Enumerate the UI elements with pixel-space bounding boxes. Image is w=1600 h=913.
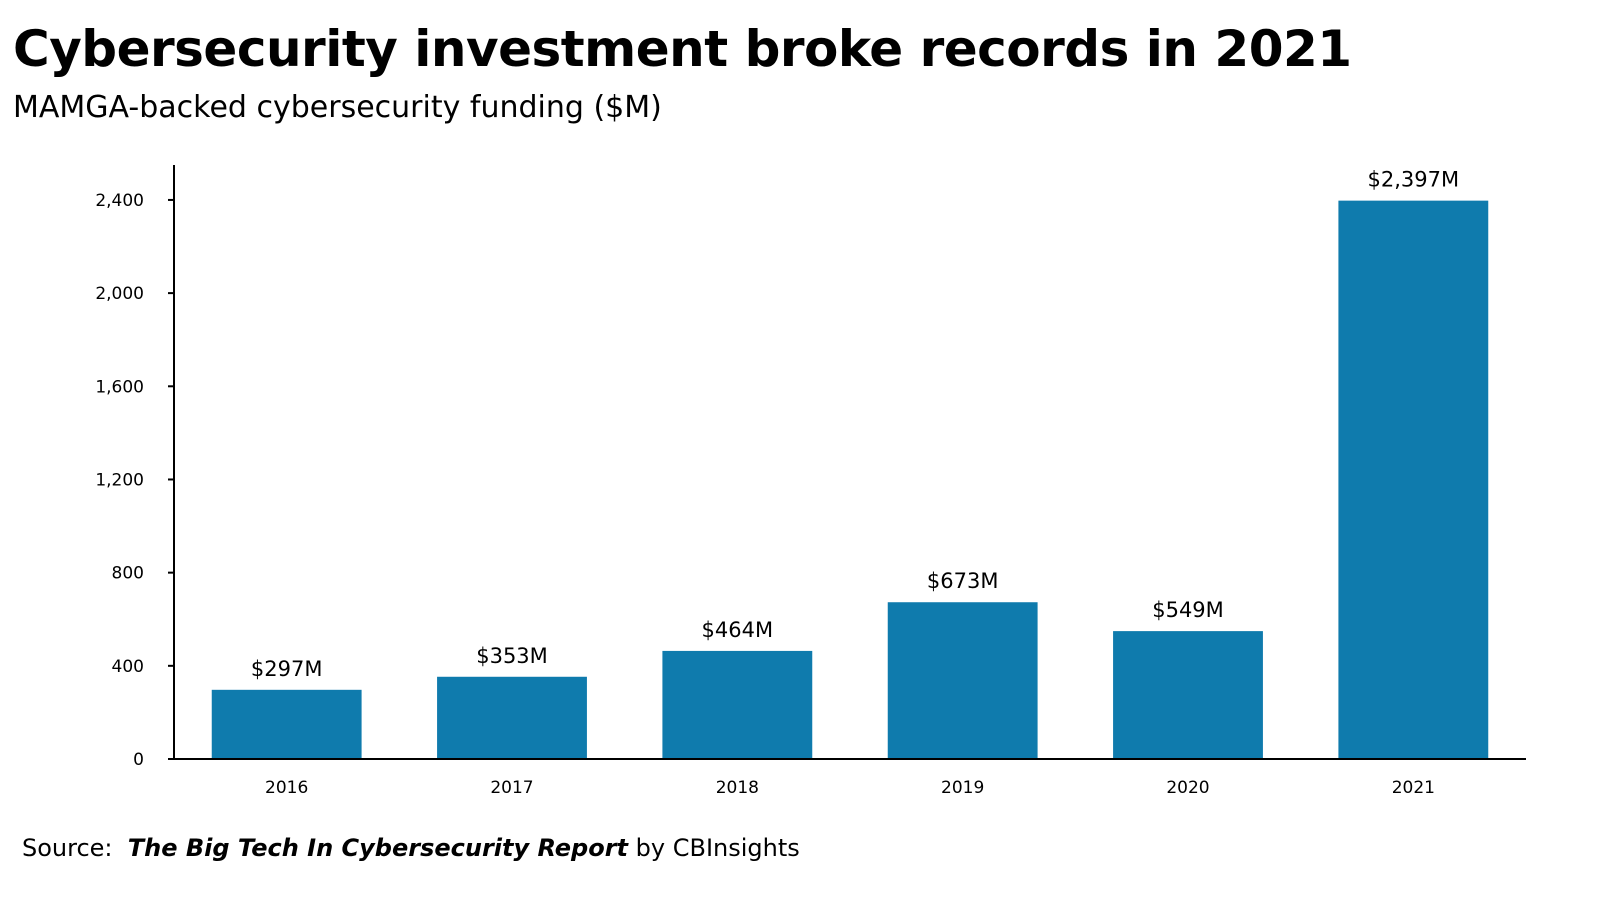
x-tick-label-2020: 2020 — [1166, 778, 1209, 798]
data-label-2016: $297M — [251, 657, 323, 681]
y-tick-label: 1,200 — [95, 470, 144, 490]
y-tick-label: 1,600 — [95, 377, 144, 397]
bars: $297M $353M $464M $673M $549M $2,397M — [211, 168, 1489, 759]
y-tick-label: 0 — [133, 750, 144, 770]
bar-2019 — [887, 602, 1038, 759]
y-tick-label: 2,400 — [95, 191, 144, 211]
y-tick-label: 2,000 — [95, 284, 144, 304]
data-label-2020: $549M — [1152, 598, 1224, 622]
chart-subtitle: MAMGA-backed cybersecurity funding ($M) — [13, 90, 662, 125]
bar-2016 — [211, 689, 362, 759]
bar-2018 — [662, 650, 813, 759]
data-label-2019: $673M — [927, 569, 999, 593]
data-label-2018: $464M — [702, 618, 774, 642]
x-axis-ticks: 2016 2017 2018 2019 2020 2021 — [265, 778, 1435, 798]
x-tick-label-2021: 2021 — [1392, 778, 1435, 798]
data-label-2021: $2,397M — [1368, 168, 1460, 192]
x-tick-label-2018: 2018 — [716, 778, 759, 798]
bar-2021 — [1338, 200, 1489, 759]
source-suffix: by CBInsights — [635, 834, 800, 862]
y-tick-label: 800 — [112, 564, 144, 584]
source-report-title: The Big Tech In Cybersecurity Report — [127, 834, 629, 862]
x-tick-label-2019: 2019 — [941, 778, 984, 798]
y-tick-label: 400 — [112, 657, 144, 677]
x-tick-label-2016: 2016 — [265, 778, 308, 798]
chart-title: Cybersecurity investment broke records i… — [13, 20, 1352, 78]
bar-2017 — [437, 676, 587, 759]
source-note: Source: The Big Tech In Cybersecurity Re… — [22, 832, 800, 864]
data-label-2017: $353M — [476, 644, 548, 668]
y-axis-ticks: 0 400 800 1,200 1,600 2,000 2,400 — [95, 191, 174, 770]
source-prefix: Source: — [22, 834, 113, 862]
bar-2020 — [1113, 631, 1263, 759]
x-tick-label-2017: 2017 — [490, 778, 533, 798]
